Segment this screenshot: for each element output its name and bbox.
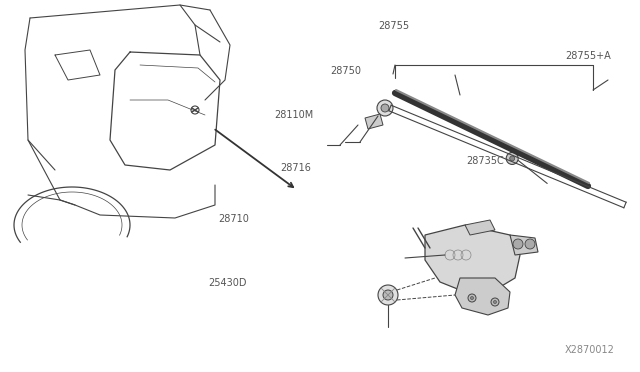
Polygon shape <box>510 235 538 255</box>
Circle shape <box>493 301 497 304</box>
Circle shape <box>381 104 389 112</box>
Text: 25430D: 25430D <box>208 278 246 288</box>
Polygon shape <box>425 225 520 292</box>
Circle shape <box>383 290 393 300</box>
Circle shape <box>377 100 393 116</box>
Circle shape <box>491 298 499 306</box>
Polygon shape <box>365 114 383 129</box>
Text: 28110M: 28110M <box>275 110 314 120</box>
Circle shape <box>470 296 474 299</box>
Polygon shape <box>465 220 495 235</box>
Circle shape <box>525 239 535 249</box>
Polygon shape <box>455 278 510 315</box>
Circle shape <box>506 153 518 164</box>
Text: 28735C: 28735C <box>466 156 504 166</box>
Circle shape <box>468 294 476 302</box>
Circle shape <box>513 239 523 249</box>
Circle shape <box>378 285 398 305</box>
Text: 28710: 28710 <box>219 215 250 224</box>
Text: 28755+A: 28755+A <box>566 51 611 61</box>
Text: 28755: 28755 <box>378 20 409 31</box>
Text: 28716: 28716 <box>280 163 311 173</box>
Text: 28750: 28750 <box>331 67 362 76</box>
Circle shape <box>509 156 515 161</box>
Text: X2870012: X2870012 <box>564 345 614 355</box>
